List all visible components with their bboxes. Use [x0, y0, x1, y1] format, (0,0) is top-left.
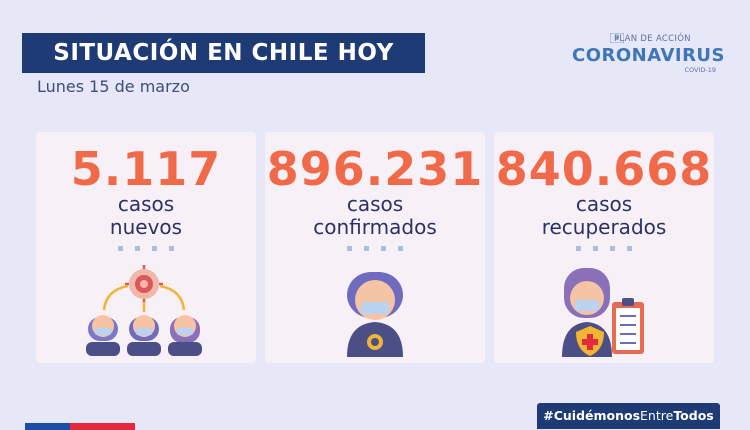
hashtag-part1: #Cuidémonos: [543, 408, 641, 423]
logo-name-text: CORONAVIRUS: [572, 45, 726, 66]
recovered-person-clipboard-icon: [494, 262, 714, 357]
flag-red-stripe: [70, 423, 135, 430]
page-title: SITUACIÓN EN CHILE HOY: [22, 33, 425, 73]
hashtag-part2: Entre: [640, 408, 674, 423]
flag-stripe: [25, 423, 135, 430]
card-value: 840.668: [495, 142, 713, 196]
card-label-line2: nuevos: [109, 215, 183, 239]
flag-blue-stripe: [25, 423, 70, 430]
dot-divider: [36, 246, 256, 251]
card-label-line2: confirmados: [313, 215, 437, 239]
card-new-cases: 5.117 casos nuevos: [36, 132, 256, 363]
date-subtitle: Lunes 15 de marzo: [37, 77, 190, 96]
card-label-line1: casos: [117, 192, 175, 216]
logo-sub-text: COVID-19: [684, 66, 716, 74]
coronavirus-logo: PLAN DE ACCIÓN CORONAVIRUS COVID-19: [570, 32, 725, 78]
card-label-line1: casos: [346, 192, 404, 216]
hashtag-badge: #CuidémonosEntreTodos: [537, 403, 720, 429]
card-value: 896.231: [266, 142, 484, 196]
card-label-line2: recuperados: [541, 215, 667, 239]
logo-plan-text: PLAN DE ACCIÓN: [614, 34, 691, 44]
card-confirmed-cases: 896.231 casos confirmados: [265, 132, 485, 363]
masked-person-icon: [265, 262, 485, 357]
hashtag-part3: Todos: [673, 408, 714, 423]
card-recovered-cases: 840.668 casos recuperados: [494, 132, 714, 363]
card-label-line1: casos: [575, 192, 633, 216]
contagion-group-icon: [36, 262, 256, 357]
dot-divider: [494, 246, 714, 251]
card-value: 5.117: [70, 142, 222, 196]
crest-icon: [610, 33, 624, 43]
dot-divider: [265, 246, 485, 251]
